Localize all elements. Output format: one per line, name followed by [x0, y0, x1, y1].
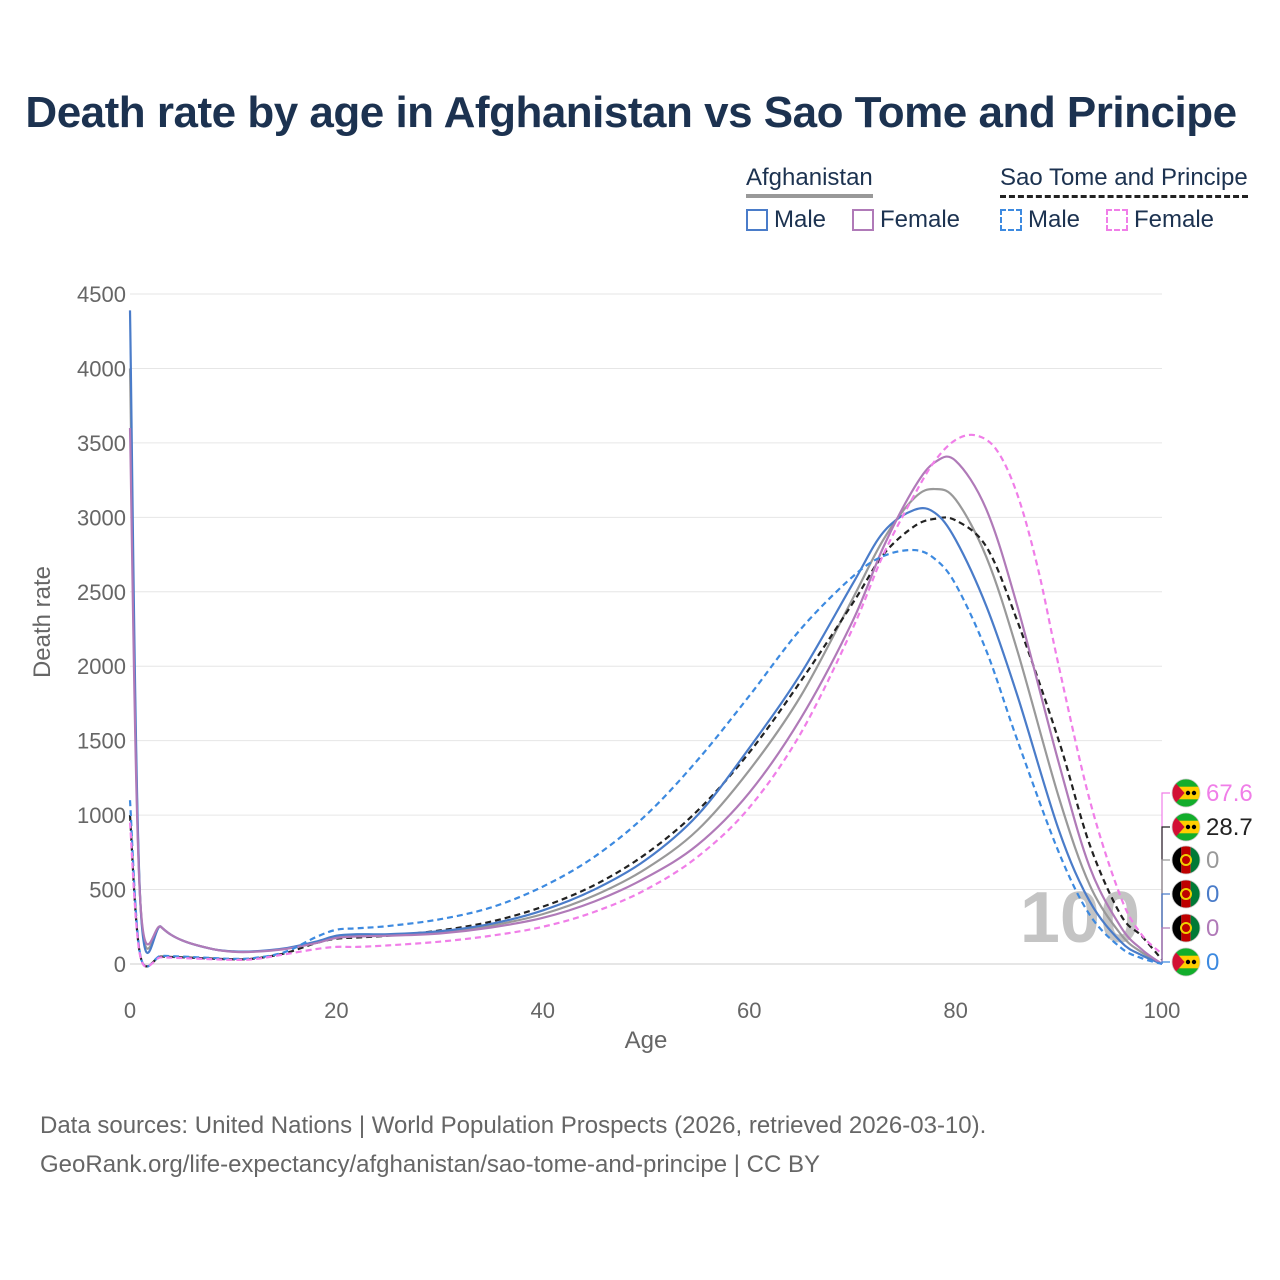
end-labels: 67.6 28.7 0 0 0 0	[1161, 778, 1253, 977]
y-tick-label: 4000	[77, 356, 126, 381]
legend-swatch	[852, 209, 874, 231]
sao-tome-flag-icon	[1171, 778, 1201, 808]
x-tick-label: 0	[124, 998, 136, 1023]
y-axis-label: Death rate	[29, 566, 56, 678]
sao-tome-flag-icon	[1171, 812, 1201, 842]
end-label-value: 0	[1206, 847, 1219, 874]
end-label-value: 0	[1206, 949, 1219, 976]
end-label-connector	[1161, 961, 1170, 964]
legend-group-line	[1000, 195, 1248, 198]
end-label-connector	[1161, 792, 1170, 954]
chart-title: Death rate by age in Afghanistan vs Sao …	[25, 88, 1237, 137]
x-tick-labels: 0 20 40 60 80 100	[124, 998, 1180, 1023]
x-tick-label: 80	[943, 998, 967, 1023]
legend-item-label: Male	[774, 206, 827, 233]
sao-tome-flag-icon	[1171, 947, 1201, 977]
afghanistan-flag-icon	[1171, 879, 1201, 909]
x-axis-label: Age	[625, 1027, 668, 1054]
x-tick-label: 20	[324, 998, 348, 1023]
y-tick-label: 2500	[77, 580, 126, 605]
end-label-connector	[1161, 927, 1170, 964]
legend-swatch	[746, 209, 768, 231]
end-label-value: 0	[1206, 915, 1219, 942]
series-lines	[128, 310, 1163, 968]
legend-group-sao-tome[interactable]: Sao Tome and Principe	[1000, 164, 1248, 198]
series-line-sao-tome-and-principe-female	[128, 433, 1163, 968]
series-line-sao-tome-and-principe-both-sexes	[128, 516, 1163, 968]
y-tick-label: 1000	[77, 803, 126, 828]
legend-swatch	[1000, 209, 1022, 231]
series-line-afghanistan-male	[128, 310, 1163, 966]
legend-item-afghanistan-male[interactable]: Male	[746, 206, 826, 234]
legend-group-afghanistan[interactable]: Afghanistan	[746, 164, 873, 198]
legend-group-label: Afghanistan	[746, 164, 873, 191]
grid-lines	[130, 293, 1162, 965]
end-label-connector	[1161, 893, 1170, 964]
legend-item-label: Female	[880, 206, 961, 233]
legend-item-sao-tome-female[interactable]: Female	[1106, 206, 1214, 234]
afghanistan-flag-icon	[1171, 845, 1201, 875]
end-label-value: 67.6	[1206, 780, 1253, 807]
series-line-afghanistan-female	[128, 427, 1163, 965]
age-watermark: 100	[1020, 878, 1140, 958]
y-tick-label: 500	[89, 878, 126, 903]
source-line-2: GeoRank.org/life-expectancy/afghanistan/…	[40, 1151, 820, 1178]
source-note: Data sources: United Nations | World Pop…	[40, 1106, 986, 1184]
y-tick-label: 3000	[77, 505, 126, 530]
end-label-connector	[1161, 859, 1170, 964]
end-label-connector	[1161, 826, 1170, 960]
legend-item-afghanistan-female[interactable]: Female	[852, 206, 960, 234]
y-tick-label: 2000	[77, 654, 126, 679]
legend-group-label: Sao Tome and Principe	[1000, 164, 1248, 191]
y-tick-label: 0	[114, 952, 126, 977]
y-tick-label: 4500	[77, 282, 126, 307]
end-label-value: 0	[1206, 881, 1219, 908]
afghanistan-flag-icon	[1171, 913, 1201, 943]
legend-swatch	[1106, 209, 1128, 231]
legend-item-sao-tome-male[interactable]: Male	[1000, 206, 1080, 234]
legend-item-label: Male	[1028, 206, 1081, 233]
y-tick-labels: 0 500 1000 1500 2000 2500 3000 3500 4000 4500	[77, 282, 126, 977]
y-tick-label: 3500	[77, 431, 126, 456]
end-label-value: 28.7	[1206, 814, 1253, 841]
legend-group-line	[746, 194, 873, 198]
y-tick-label: 1500	[77, 729, 126, 754]
series-line-sao-tome-and-principe-male	[128, 548, 1163, 968]
legend-item-label: Female	[1134, 206, 1215, 233]
x-tick-label: 40	[531, 998, 555, 1023]
source-line-1: Data sources: United Nations | World Pop…	[40, 1112, 987, 1139]
x-tick-label: 100	[1144, 998, 1181, 1023]
x-tick-label: 60	[737, 998, 761, 1023]
